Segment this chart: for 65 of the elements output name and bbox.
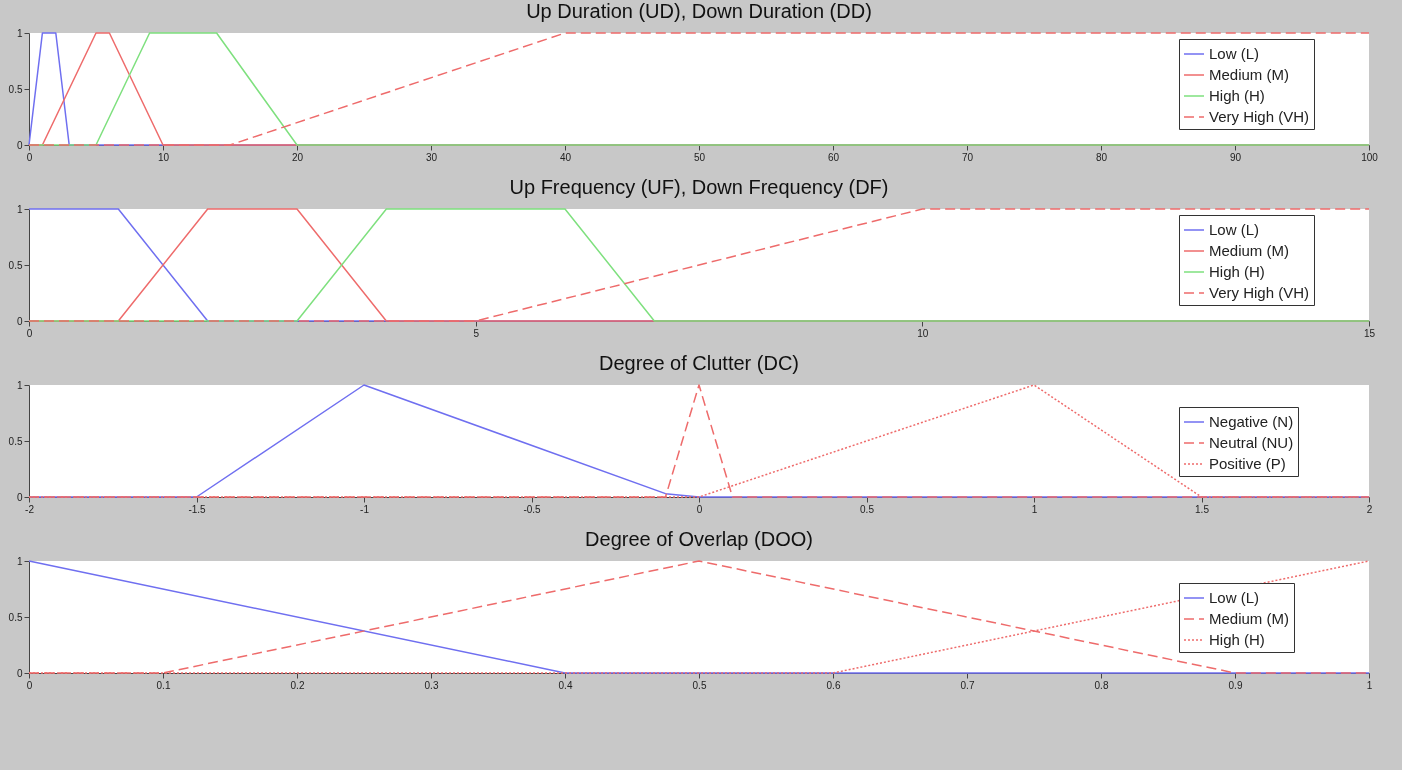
legend-label: High (H) — [1209, 631, 1265, 648]
x-tick-label: 80 — [1095, 151, 1108, 163]
legend-label: High (H) — [1209, 87, 1265, 104]
x-tick-label: 1.5 — [1195, 503, 1210, 515]
x-tick-label: 1 — [1031, 503, 1038, 515]
y-tick-label: 1 — [16, 379, 23, 391]
legend-label: Negative (N) — [1209, 413, 1294, 430]
x-tick-label: 0.9 — [1228, 679, 1243, 691]
x-tick-label: 2 — [1366, 503, 1373, 515]
legend-label: Low (L) — [1209, 221, 1260, 238]
x-tick-label: 100 — [1361, 151, 1379, 163]
x-tick-label: 15 — [1363, 327, 1376, 339]
x-tick-label: 5 — [473, 327, 480, 339]
legend-label: Very High (VH) — [1209, 108, 1310, 125]
x-tick-label: 0.1 — [156, 679, 171, 691]
y-tick-label: 0.5 — [8, 83, 23, 95]
x-tick-label: -1.5 — [188, 503, 207, 515]
x-tick-label: 0 — [26, 327, 33, 339]
x-tick-label: 50 — [693, 151, 706, 163]
y-tick-label: 0 — [16, 139, 23, 151]
x-tick-label: -0.5 — [523, 503, 542, 515]
x-tick-label: 0.6 — [826, 679, 841, 691]
x-tick-label: 0 — [696, 503, 703, 515]
x-tick-label: 0.5 — [860, 503, 875, 515]
x-tick-label: 0 — [26, 151, 33, 163]
x-tick-label: 0 — [26, 679, 33, 691]
chart-title: Degree of Clutter (DC) — [598, 352, 800, 374]
x-tick-label: -1 — [360, 503, 370, 515]
x-tick-label: 0.4 — [558, 679, 573, 691]
x-tick-label: 30 — [425, 151, 438, 163]
legend-label: Medium (M) — [1209, 610, 1290, 627]
legend-label: Positive (P) — [1209, 455, 1286, 472]
x-tick-label: 0.8 — [1094, 679, 1109, 691]
x-tick-label: 0.5 — [692, 679, 707, 691]
x-tick-label: -2 — [25, 503, 35, 515]
chart-title: Degree of Overlap (DOO) — [585, 528, 813, 550]
x-tick-label: 70 — [961, 151, 974, 163]
legend-label: Low (L) — [1209, 45, 1260, 62]
y-tick-label: 1 — [16, 555, 23, 567]
y-tick-label: 1 — [16, 203, 23, 215]
x-tick-label: 0.3 — [424, 679, 439, 691]
x-tick-label: 1 — [1366, 679, 1373, 691]
x-tick-label: 10 — [917, 327, 929, 339]
x-tick-label: 60 — [827, 151, 840, 163]
x-tick-label: 90 — [1229, 151, 1242, 163]
x-tick-label: 0.7 — [960, 679, 975, 691]
x-tick-label: 20 — [291, 151, 304, 163]
chart-title: Up Frequency (UF), Down Frequency (DF) — [509, 176, 889, 198]
chart-title: Up Duration (UD), Down Duration (DD) — [526, 0, 872, 22]
legend-label: Medium (M) — [1209, 242, 1290, 259]
y-tick-label: 0.5 — [8, 259, 23, 271]
y-tick-label: 1 — [16, 27, 23, 39]
legend-label: Medium (M) — [1209, 66, 1290, 83]
y-tick-label: 0.5 — [8, 611, 23, 623]
legend-label: Very High (VH) — [1209, 284, 1310, 301]
y-tick-label: 0.5 — [8, 435, 23, 447]
legend-label: Low (L) — [1209, 589, 1260, 606]
y-tick-label: 0 — [16, 315, 23, 327]
x-tick-label: 40 — [559, 151, 572, 163]
y-tick-label: 0 — [16, 667, 23, 679]
legend-label: Neutral (NU) — [1209, 434, 1294, 451]
x-tick-label: 0.2 — [290, 679, 305, 691]
x-tick-label: 10 — [157, 151, 170, 163]
legend-label: High (H) — [1209, 263, 1265, 280]
y-tick-label: 0 — [16, 491, 23, 503]
